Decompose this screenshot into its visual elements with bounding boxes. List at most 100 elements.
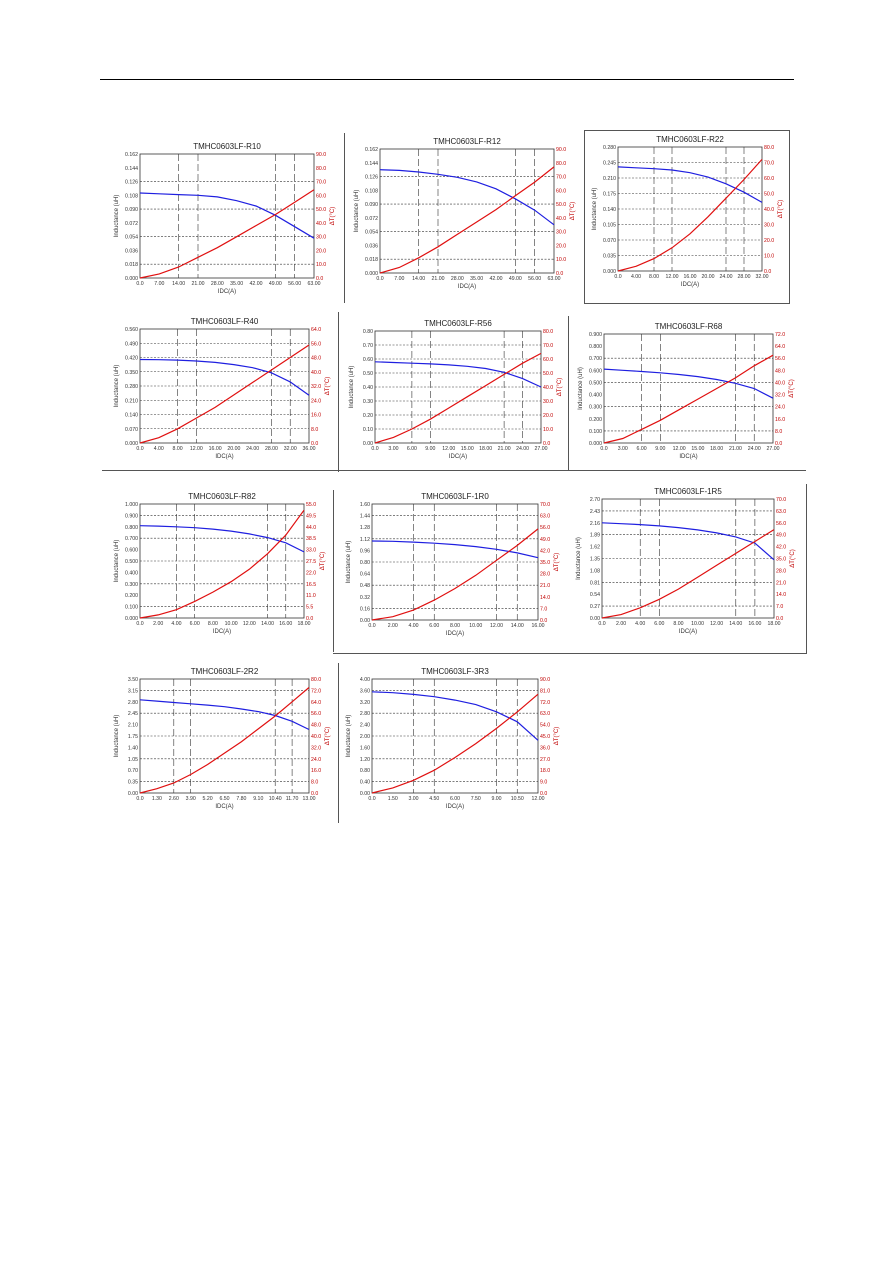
x-axis-label: IDC(A) (679, 629, 697, 635)
y2-tick-label: 35.0 (776, 557, 786, 563)
x-tick-label: 21.00 (432, 276, 445, 282)
y2-tick-label: 60.0 (543, 357, 553, 363)
x-tick-label: 3.00 (388, 446, 398, 452)
x-tick-label: 12.00 (532, 796, 545, 802)
y-tick-label: 0.162 (125, 152, 138, 158)
y-tick-label: 1.60 (360, 502, 370, 508)
y-tick-label: 3.50 (128, 677, 138, 683)
y-tick-label: 0.054 (365, 230, 378, 236)
y-tick-label: 0.175 (603, 192, 616, 198)
separator (102, 470, 806, 471)
y-tick-label: 3.60 (360, 688, 370, 694)
y-tick-label: 2.40 (360, 723, 370, 729)
y-tick-label: 0.700 (125, 536, 138, 542)
y2-tick-label: 49.0 (540, 537, 550, 543)
chart-title: TMHC0603LF-R22 (656, 135, 724, 144)
y2-tick-label: 33.0 (306, 548, 316, 554)
y2-tick-label: 50.0 (543, 371, 553, 377)
y-tick-label: 0.072 (365, 216, 378, 222)
y2-tick-label: 32.0 (311, 745, 321, 751)
x-tick-label: 28.00 (451, 276, 464, 282)
chart-2r2: TMHC0603LF-2R2 0.00 0.35 0.70 1.05 1.40 1.75 2.… (114, 667, 331, 810)
y2-tick-label: 20.0 (543, 413, 553, 419)
y-tick-label: 0.144 (125, 166, 138, 172)
inductance-series-line (139, 192, 315, 239)
y2-tick-label: 0.0 (311, 441, 318, 447)
x-tick-label: 21.00 (729, 446, 742, 452)
y-tick-label: 0.00 (360, 618, 370, 624)
y2-axis-label: ΔT(°C) (325, 377, 331, 395)
chart-title: TMHC0603LF-R56 (424, 319, 492, 328)
x-axis-label: IDC(A) (681, 282, 699, 288)
x-tick-label: 1.50 (388, 796, 398, 802)
x-tick-label: 8.00 (450, 623, 460, 629)
y-tick-label: 4.00 (360, 677, 370, 683)
x-tick-label: 12.00 (243, 621, 256, 627)
y-tick-label: 0.210 (603, 176, 616, 182)
y-axis-label: Inductance (uH) (349, 366, 355, 409)
x-axis-label: IDC(A) (213, 629, 231, 635)
y-tick-label: 0.00 (363, 441, 373, 447)
y-tick-label: 0.500 (589, 380, 602, 386)
y2-tick-label: 8.0 (311, 427, 318, 433)
temperature-series-line (617, 158, 763, 272)
temperature-series-line (374, 352, 542, 444)
y2-tick-label: 54.0 (540, 723, 550, 729)
y2-tick-label: 30.0 (764, 223, 774, 229)
y-tick-label: 0.090 (125, 207, 138, 213)
separator (806, 484, 807, 654)
y-tick-label: 1.28 (360, 525, 370, 531)
y-tick-label: 0.800 (125, 525, 138, 531)
y-tick-label: 0.800 (589, 344, 602, 350)
y2-tick-label: 7.0 (540, 606, 547, 612)
y-tick-label: 3.20 (360, 700, 370, 706)
y-tick-label: 0.600 (589, 368, 602, 374)
inductance-series-line (139, 699, 310, 731)
x-tick-label: 28.00 (738, 274, 751, 280)
chart-r10: TMHC0603LF-R10 0.000 0.018 0.036 0.054 0.072 0… (114, 142, 336, 295)
y-tick-label: 0.070 (125, 427, 138, 433)
y-tick-label: 0.490 (125, 341, 138, 347)
x-tick-label: 24.00 (246, 446, 259, 452)
y-axis-label: Inductance (uH) (114, 195, 120, 238)
inductance-series-line (379, 169, 555, 226)
y2-tick-label: 14.0 (540, 595, 550, 601)
inductance-series-line (617, 166, 763, 203)
y2-tick-label: 50.0 (316, 207, 326, 213)
x-tick-label: 10.00 (469, 623, 482, 629)
x-tick-label: 14.00 (511, 623, 524, 629)
y-tick-label: 0.54 (590, 592, 600, 598)
y-tick-label: 1.89 (590, 533, 600, 539)
y-tick-label: 0.500 (125, 559, 138, 565)
y-tick-label: 0.50 (363, 371, 373, 377)
y2-tick-label: 80.0 (556, 161, 566, 167)
y2-tick-label: 80.0 (764, 145, 774, 151)
separator (338, 663, 339, 823)
plot-area (603, 333, 774, 444)
y2-axis-label: ΔT(°C) (325, 727, 331, 745)
x-tick-label: 13.00 (303, 796, 316, 802)
y-tick-label: 0.48 (360, 583, 370, 589)
x-tick-label: 56.00 (528, 276, 541, 282)
x-tick-label: 18.00 (298, 621, 311, 627)
y-tick-label: 0.140 (603, 207, 616, 213)
y-tick-label: 0.126 (365, 175, 378, 181)
x-tick-label: 6.00 (450, 796, 460, 802)
temperature-series-line (371, 693, 539, 794)
y-tick-label: 0.00 (128, 791, 138, 797)
x-tick-label: 12.00 (673, 446, 686, 452)
x-tick-label: 0.0 (598, 621, 605, 627)
temperature-series-line (379, 166, 555, 274)
y2-tick-label: 21.0 (776, 580, 786, 586)
separator (333, 490, 334, 652)
y2-tick-label: 8.0 (775, 429, 782, 435)
x-tick-label: 15.00 (461, 446, 474, 452)
x-tick-label: 9.10 (253, 796, 263, 802)
y2-tick-label: 70.0 (540, 502, 550, 508)
y2-tick-label: 56.0 (311, 341, 321, 347)
x-tick-label: 0.0 (136, 281, 143, 287)
y-tick-label: 0.400 (125, 570, 138, 576)
temperature-series-line (139, 189, 315, 279)
y2-tick-label: 40.0 (316, 221, 326, 227)
x-tick-label: 7.00 (154, 281, 164, 287)
